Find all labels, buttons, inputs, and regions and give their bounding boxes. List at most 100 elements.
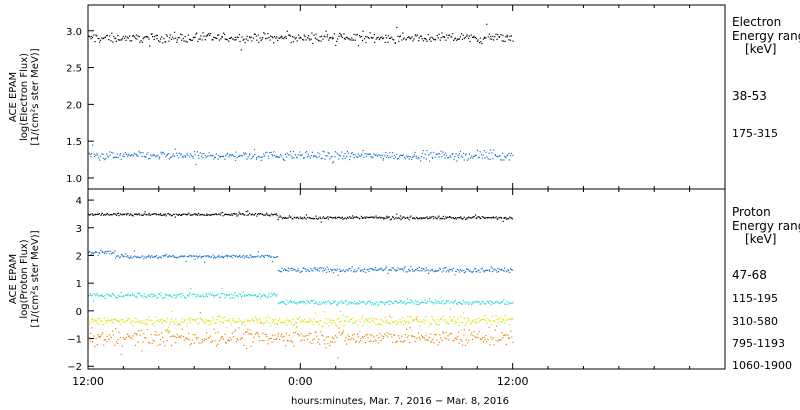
data-point (504, 303, 506, 305)
data-point (157, 155, 159, 157)
data-point (111, 32, 113, 34)
data-point (489, 300, 491, 302)
data-point (428, 272, 430, 274)
data-point (378, 39, 380, 41)
data-point (266, 151, 268, 153)
data-point (358, 155, 361, 157)
data-point (343, 37, 345, 40)
data-point (412, 335, 414, 337)
data-point (182, 295, 184, 297)
x-tick-label: 12:00 (72, 375, 104, 388)
data-point (169, 214, 171, 216)
data-point (124, 35, 127, 37)
data-point (316, 335, 318, 337)
data-point (190, 317, 192, 319)
data-point (147, 294, 149, 296)
data-point (329, 37, 331, 39)
data-point (164, 254, 166, 256)
data-point (480, 339, 482, 341)
data-point (156, 38, 158, 40)
data-point (457, 318, 459, 320)
data-point (385, 319, 387, 321)
data-point (398, 268, 401, 270)
data-point (357, 156, 359, 158)
data-point (96, 153, 98, 155)
data-point (191, 39, 194, 41)
data-point (358, 303, 360, 305)
data-point (417, 156, 420, 158)
data-point (110, 320, 112, 322)
data-point (423, 337, 426, 339)
data-point (324, 322, 326, 324)
data-point (128, 214, 131, 216)
data-point (308, 322, 310, 324)
data-point (91, 35, 93, 37)
data-point (427, 154, 430, 156)
data-point (110, 213, 112, 216)
data-point (282, 301, 284, 303)
data-point (308, 320, 310, 322)
data-point (117, 255, 119, 257)
data-point (188, 319, 190, 321)
data-point (387, 272, 389, 274)
data-point (466, 34, 468, 36)
data-point (428, 217, 430, 220)
data-point (403, 320, 405, 322)
data-point (178, 152, 180, 154)
data-point (288, 319, 290, 321)
data-point (176, 152, 178, 154)
data-point (125, 256, 127, 258)
data-point (436, 35, 438, 37)
data-point (107, 156, 110, 158)
data-point (183, 155, 185, 157)
data-point (212, 294, 214, 296)
data-point (421, 152, 424, 154)
data-point (151, 33, 153, 35)
data-point (235, 295, 237, 297)
data-point (320, 158, 322, 160)
data-point (287, 217, 289, 219)
data-point (244, 324, 246, 326)
data-point (155, 331, 157, 333)
data-point (92, 319, 94, 321)
data-point (396, 213, 398, 215)
data-point (107, 319, 109, 321)
data-point (469, 301, 471, 303)
data-point (262, 213, 264, 215)
data-point (92, 252, 94, 255)
data-point (147, 329, 149, 331)
data-point (139, 293, 141, 295)
data-point (171, 36, 174, 38)
data-point (293, 323, 295, 325)
data-point (198, 212, 200, 215)
data-point (377, 305, 379, 307)
data-point (399, 300, 401, 302)
data-point (454, 156, 456, 158)
data-point (483, 36, 486, 38)
data-point (480, 218, 482, 220)
legend-entry-175-315: 175-315 (732, 127, 778, 140)
data-point (204, 322, 206, 324)
data-point (323, 35, 325, 37)
data-point (296, 157, 298, 159)
data-point (111, 252, 114, 254)
data-point (120, 214, 122, 216)
data-point (294, 38, 296, 40)
data-point (378, 154, 380, 156)
data-point (154, 154, 156, 156)
data-point (416, 267, 418, 270)
data-point (281, 35, 283, 37)
data-point (116, 255, 118, 257)
proton-x-ticks (87, 189, 726, 369)
data-point (277, 269, 279, 271)
data-point (228, 40, 230, 42)
data-point (417, 301, 419, 303)
data-point (426, 332, 428, 334)
data-point (396, 26, 398, 29)
data-point (161, 336, 164, 338)
data-point (298, 317, 301, 319)
data-point (425, 335, 427, 337)
series-175-315 (88, 144, 514, 166)
data-point (103, 37, 105, 39)
data-point (151, 293, 153, 295)
